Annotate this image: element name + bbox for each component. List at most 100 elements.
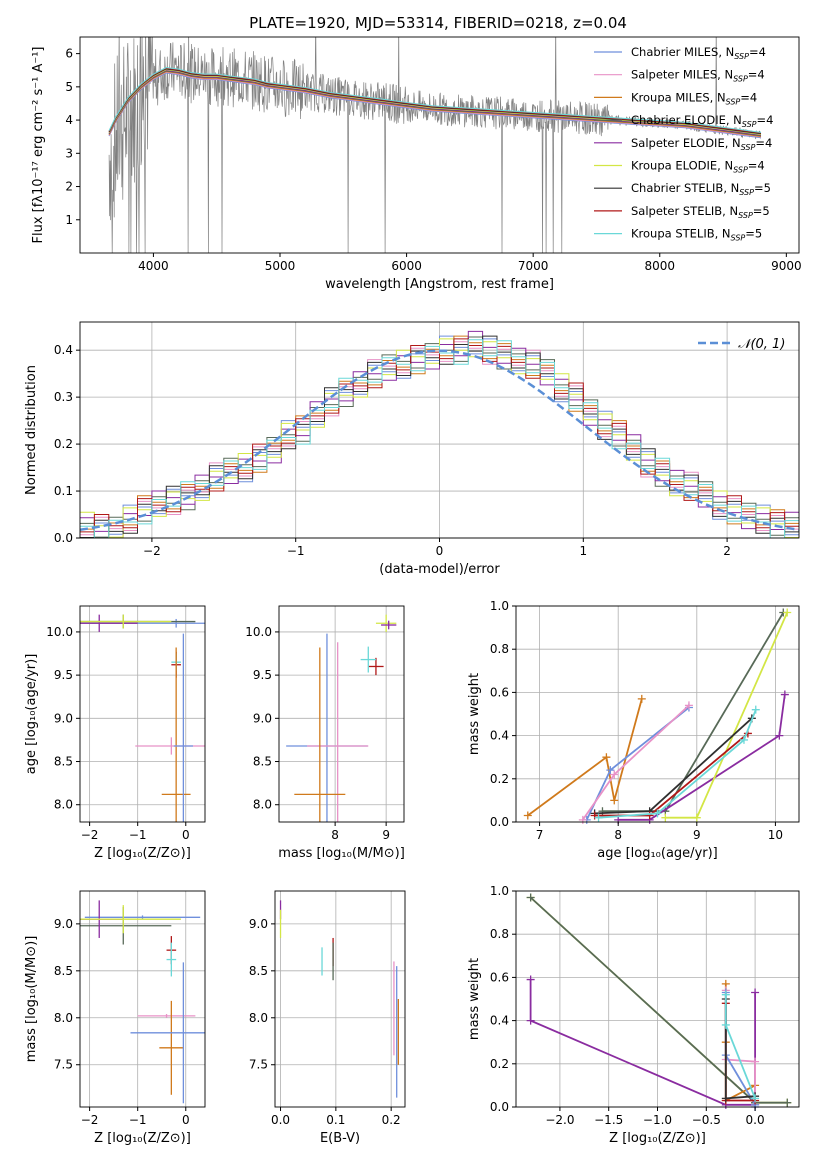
legend-entry: Salpeter STELIB, NSSP=5 [631, 204, 770, 220]
massweight-marker [661, 813, 670, 822]
spectrum-xlabel: wavelength [Angstrom, rest frame] [325, 277, 554, 292]
massweight-marker [610, 770, 619, 779]
massweight-marker [783, 1098, 792, 1107]
legend-entry-suffix: =4 [748, 159, 765, 173]
massweight-marker [721, 1020, 730, 1029]
mass-z-xtick-label: −1 [129, 1113, 147, 1127]
legend-entry-sub: SSP [738, 211, 753, 220]
mw-z-ytick-label: 0.0 [490, 1100, 509, 1114]
age-z-xtick-label: −2 [81, 828, 99, 842]
mw-age-ytick-label: 0.6 [490, 685, 509, 699]
errorbar-point [307, 642, 369, 822]
age-mass-xtick-label: 9 [382, 828, 390, 842]
legend-entry-name: Chabrier MILES, N [631, 45, 734, 59]
age-mass-ytick-label: 10.0 [245, 625, 272, 639]
mass-vs-ebv-panel: 0.0 0.1 0.2 7.5 8.0 8.5 9.0 E(B-V) [249, 890, 406, 1146]
residuals-panel: −2 −1 0 1 2 0.0 0.1 0.2 0.3 0.4 (data-model)/error… [24, 321, 800, 577]
age-z-ytick-label: 10.0 [46, 625, 73, 639]
massweight-marker [610, 796, 619, 805]
spectrum-xtick-label: 8000 [644, 259, 675, 273]
errorbar-point [375, 614, 397, 632]
residuals-ytick-label: 0.1 [54, 484, 73, 498]
massweight-vs-age-panel: 7 8 9 10 0.0 0.2 0.4 0.6 0.8 1.0 age [log₁₀(age/yr… [467, 599, 800, 861]
residuals-xtick-label: 0 [436, 544, 444, 558]
massweight-line [529, 979, 756, 1106]
massweight-line [618, 694, 786, 821]
spectrum-ylabel: Flux [fλ10⁻¹⁷ erg cm⁻² s⁻¹ A⁻¹] [31, 47, 46, 244]
massweight-vs-z-panel: −2.0 −1.5 −1.0 −0.5 0.0 0.0 0.2 0.4 0.6 0.8 1.0 Z [… [467, 884, 800, 1146]
spectrum-xtick-label: 4000 [138, 259, 169, 273]
age-z-ytick-label: 8.5 [54, 755, 73, 769]
spectrum-ytick-label: 3 [65, 146, 73, 160]
massweight-marker [602, 753, 611, 762]
massweight-line [724, 983, 756, 1102]
legend-entry-name: Chabrier ELODIE, N [631, 113, 742, 127]
mw-age-ytick-label: 1.0 [490, 599, 509, 613]
errorbar-point [166, 942, 177, 977]
spectrum-panel: 4000 5000 6000 7000 8000 9000 1 2 3 4 5 6 wavelength… [31, 36, 802, 292]
spectrum-model-line [108, 72, 762, 139]
legend-entry: Kroupa ELODIE, NSSP=4 [631, 159, 765, 175]
spectrum-ytick-label: 5 [65, 80, 73, 94]
errorbar-point [80, 614, 138, 632]
spectrum-ytick-label: 6 [65, 47, 73, 61]
legend-entry-suffix: =4 [755, 136, 772, 150]
age-z-xtick-label: 0 [182, 828, 190, 842]
legend-entry: Kroupa MILES, NSSP=4 [631, 90, 757, 106]
legend-entry-suffix: =5 [754, 181, 771, 195]
legend-entry-name: Chabrier STELIB, N [631, 181, 739, 195]
legend-entry-name: Salpeter MILES, N [631, 68, 733, 82]
legend-entry-suffix: =5 [753, 204, 770, 218]
massweight-marker [526, 975, 535, 984]
mw-z-ylabel: mass weight [467, 958, 482, 1040]
spectrum-model-line [108, 67, 762, 133]
mass-ebv-xtick-label: 0.1 [326, 1113, 345, 1127]
mass-z-ytick-label: 7.5 [54, 1058, 73, 1072]
mw-age-ylabel: mass weight [467, 673, 482, 755]
legend-entry-suffix: =4 [740, 90, 757, 104]
age-vs-z-panel: −2 −1 0 8.0 8.5 9.0 9.5 10.0 Z [log₁₀(Z/Z⊙)] age … [24, 605, 206, 861]
spectrum-ytick-label: 2 [65, 180, 73, 194]
spectrum-xtick-label: 7000 [518, 259, 549, 273]
legend-entry-sub: SSP [733, 166, 748, 175]
mass-ebv-ytick-label: 7.5 [249, 1058, 268, 1072]
age-mass-plot-area [286, 614, 397, 822]
legend-entry: Salpeter ELODIE, NSSP=4 [631, 136, 772, 152]
age-z-ylabel: age [log₁₀(age/yr)] [24, 654, 39, 775]
residuals-ytick-label: 0.0 [54, 531, 73, 545]
massweight-marker [783, 608, 792, 617]
legend-entry-name: Salpeter STELIB, N [631, 204, 738, 218]
mass-ebv-ytick-label: 8.0 [249, 1011, 268, 1025]
legend-entry-sub: SSP [726, 97, 741, 106]
massweight-marker [526, 893, 535, 902]
mw-age-ytick-label: 0.4 [490, 729, 509, 743]
age-mass-ytick-label: 9.0 [253, 711, 272, 725]
massweight-marker [645, 811, 654, 820]
massweight-line [527, 698, 643, 817]
spectrum-model-line [108, 67, 762, 134]
spectrum-model-line [108, 71, 762, 138]
figure-title: PLATE=1920, MJD=53314, FIBERID=0218, z=0… [249, 14, 627, 32]
age-mass-ytick-label: 8.5 [253, 755, 272, 769]
histogram-step-line [80, 338, 799, 533]
residuals-xtick-label: −1 [287, 544, 305, 558]
legend-entry-sub: SSP [741, 143, 756, 152]
residuals-plot-area [80, 330, 799, 538]
massweight-marker [780, 690, 789, 699]
massweight-marker [578, 815, 587, 824]
spectrum-xtick-label: 5000 [265, 259, 296, 273]
legend-entry-suffix: =4 [757, 113, 774, 127]
legend-entry-name: Salpeter ELODIE, N [631, 136, 741, 150]
mw-z-xtick-label: 0.0 [746, 1113, 765, 1127]
mass-z-ytick-label: 9.0 [54, 917, 73, 931]
massweight-marker [775, 731, 784, 740]
spectrum-xtick-label: 6000 [391, 259, 422, 273]
legend-entry: Chabrier MILES, NSSP=4 [631, 45, 766, 61]
massweight-marker [751, 1094, 760, 1103]
age-z-xtick-label: −1 [129, 828, 147, 842]
age-z-ytick-label: 9.5 [54, 668, 73, 682]
mw-age-xtick-label: 9 [693, 828, 701, 842]
mass-z-ylabel: mass [log₁₀(M/M⊙)] [24, 936, 39, 1063]
